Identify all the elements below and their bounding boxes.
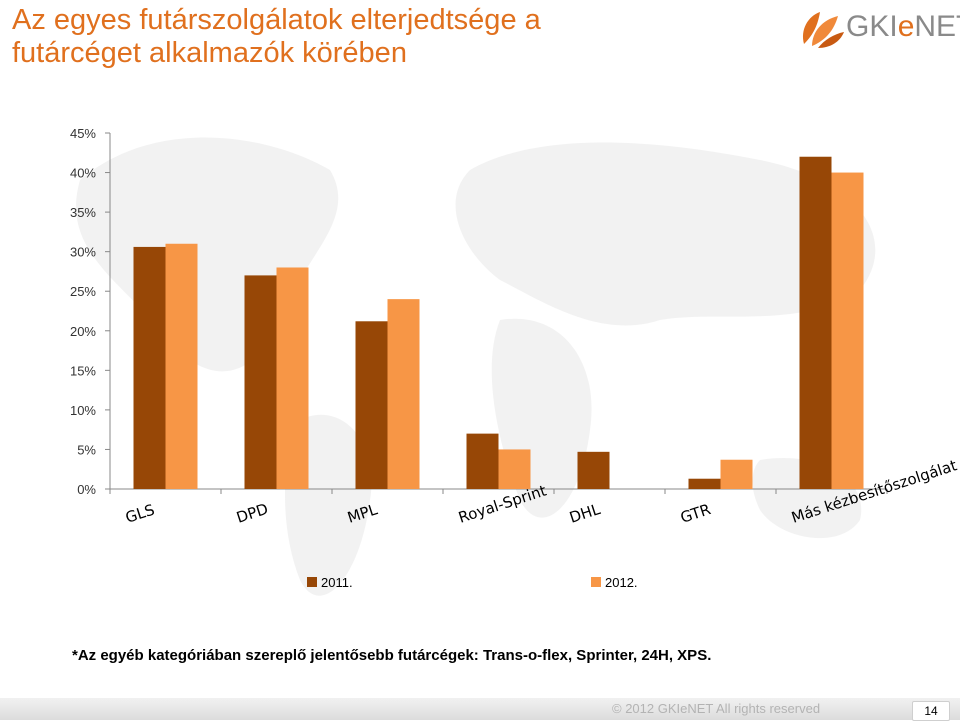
y-tick-label: 35% [70,205,96,220]
category-label: DHL [567,500,603,527]
bar-2011-2 [355,321,388,489]
bar-2011-5 [688,478,721,489]
y-tick-label: 20% [70,324,96,339]
bar-2012-5 [720,459,753,489]
y-tick-label: 5% [77,442,96,457]
bar-2011-6 [799,156,832,489]
logo-text-start: GKI [846,10,898,43]
logo-text-end: NET [914,10,960,43]
legend-label: 2011. [321,575,353,590]
bar-2011-3 [466,433,499,489]
legend-label: 2012. [605,575,638,590]
bar-chart: 0%5%10%15%20%25%30%35%40%45%GLS DPD MPL Roy… [70,126,959,590]
bar-2012-0 [165,243,198,489]
category-label: GLS [123,501,157,527]
y-tick-label: 30% [70,245,96,260]
gkienet-logo: GKIeNET [798,6,960,50]
y-tick-label: 40% [70,166,96,181]
bar-2012-3 [498,449,531,489]
bar-2011-4 [577,451,610,489]
y-tick-label: 45% [70,126,96,141]
page-title: Az egyes futárszolgálatok elterjedtsége … [12,4,672,70]
footer-copyright: © 2012 GKIeNET All rights reserved [612,701,821,716]
bar-2011-1 [244,275,277,489]
bar-2012-2 [387,299,420,489]
bar-2011-0 [133,246,166,489]
leaf-icon [802,12,844,48]
bar-2012-6 [831,172,864,490]
page-number: 14 [912,701,950,721]
title-line-2: futárcéget alkalmazók körében [12,37,407,69]
logo-text-accent: e [897,10,915,43]
legend-swatch [591,577,601,587]
y-tick-label: 15% [70,363,96,378]
category-label: DPD [234,500,270,527]
logo-wordmark: GKIeNET [846,10,960,44]
footnote: *Az egyéb kategóriában szereplő jelentős… [72,647,712,664]
y-tick-label: 10% [70,403,96,418]
bar-2012-1 [276,267,309,489]
title-line-1: Az egyes futárszolgálatok elterjedtsége … [12,4,541,36]
category-label: MPL [345,500,380,527]
y-tick-label: 25% [70,284,96,299]
category-label: GTR [678,500,713,527]
legend-swatch [307,577,317,587]
footer-bar: © 2012 GKIeNET All rights reserved [0,698,960,720]
y-tick-label: 0% [77,482,96,497]
